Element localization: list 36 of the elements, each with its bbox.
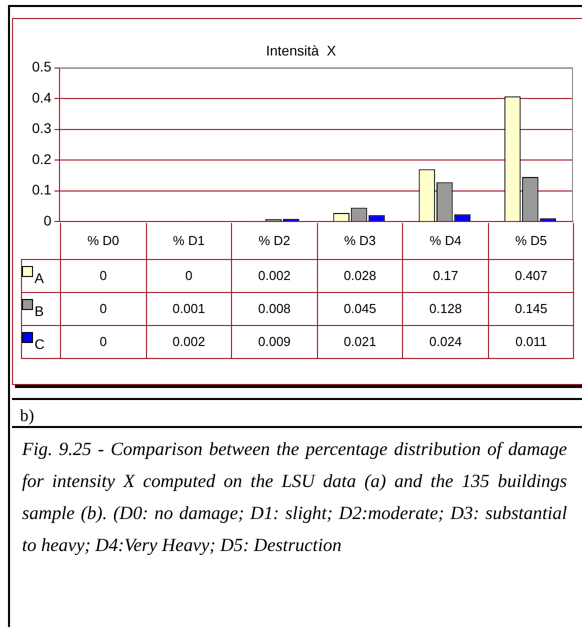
y-tick-label: 0.5: [32, 58, 52, 75]
data-label: 0.407: [488, 259, 574, 292]
data-label: 0.021: [317, 325, 403, 358]
x-tick-label: % D2: [232, 222, 318, 260]
data-label: 0.002: [232, 259, 318, 292]
x-tick-label: % D4: [402, 222, 488, 260]
x-tick-label: % D3: [317, 222, 403, 260]
data-label: 0.028: [317, 259, 403, 292]
legend-label: C: [22, 325, 60, 358]
legend-label: B: [22, 292, 60, 326]
legend-label: A: [22, 259, 60, 292]
x-tick-label: % D5: [488, 222, 574, 260]
data-label: 0.008: [232, 292, 318, 326]
text: b): [12, 398, 582, 428]
data-label: 0.045: [317, 292, 403, 326]
data-label: 0.128: [402, 292, 488, 326]
y-tick-label: 0: [44, 212, 52, 228]
x-tick-label: % D1: [146, 222, 232, 260]
data-label: 0.145: [488, 292, 574, 326]
data-label: 0: [146, 259, 232, 292]
y-tick-label: 0.4: [32, 89, 52, 106]
data-label: 0.002: [146, 325, 232, 358]
data-label: 0: [60, 292, 146, 326]
data-label: 0: [60, 259, 146, 292]
y-tick-label: 0.1: [32, 182, 52, 198]
x-tick-label: % D0: [60, 222, 146, 260]
data-label: 0.001: [146, 292, 232, 326]
data-label: 0.17: [402, 259, 488, 292]
y-tick-label: 0.2: [32, 150, 52, 167]
chart-title: Intensità X: [266, 42, 337, 58]
data-label: 0.009: [232, 325, 318, 358]
data-label: 0.011: [488, 325, 574, 358]
y-tick-label: 0.3: [32, 120, 52, 136]
data-label: 0.024: [402, 325, 488, 358]
caption: Fig. 9.25 - Comparison between the percentage distribution of damage for intensity X computed on the LSU data (a) and the 135 buildings sample (b). (D0: no damage; D1: slight; D2:moderate; D3: substantial to heavy; D4:Very Heavy; D5: Destruction: [22, 438, 567, 558]
data-label: 0: [60, 325, 146, 358]
